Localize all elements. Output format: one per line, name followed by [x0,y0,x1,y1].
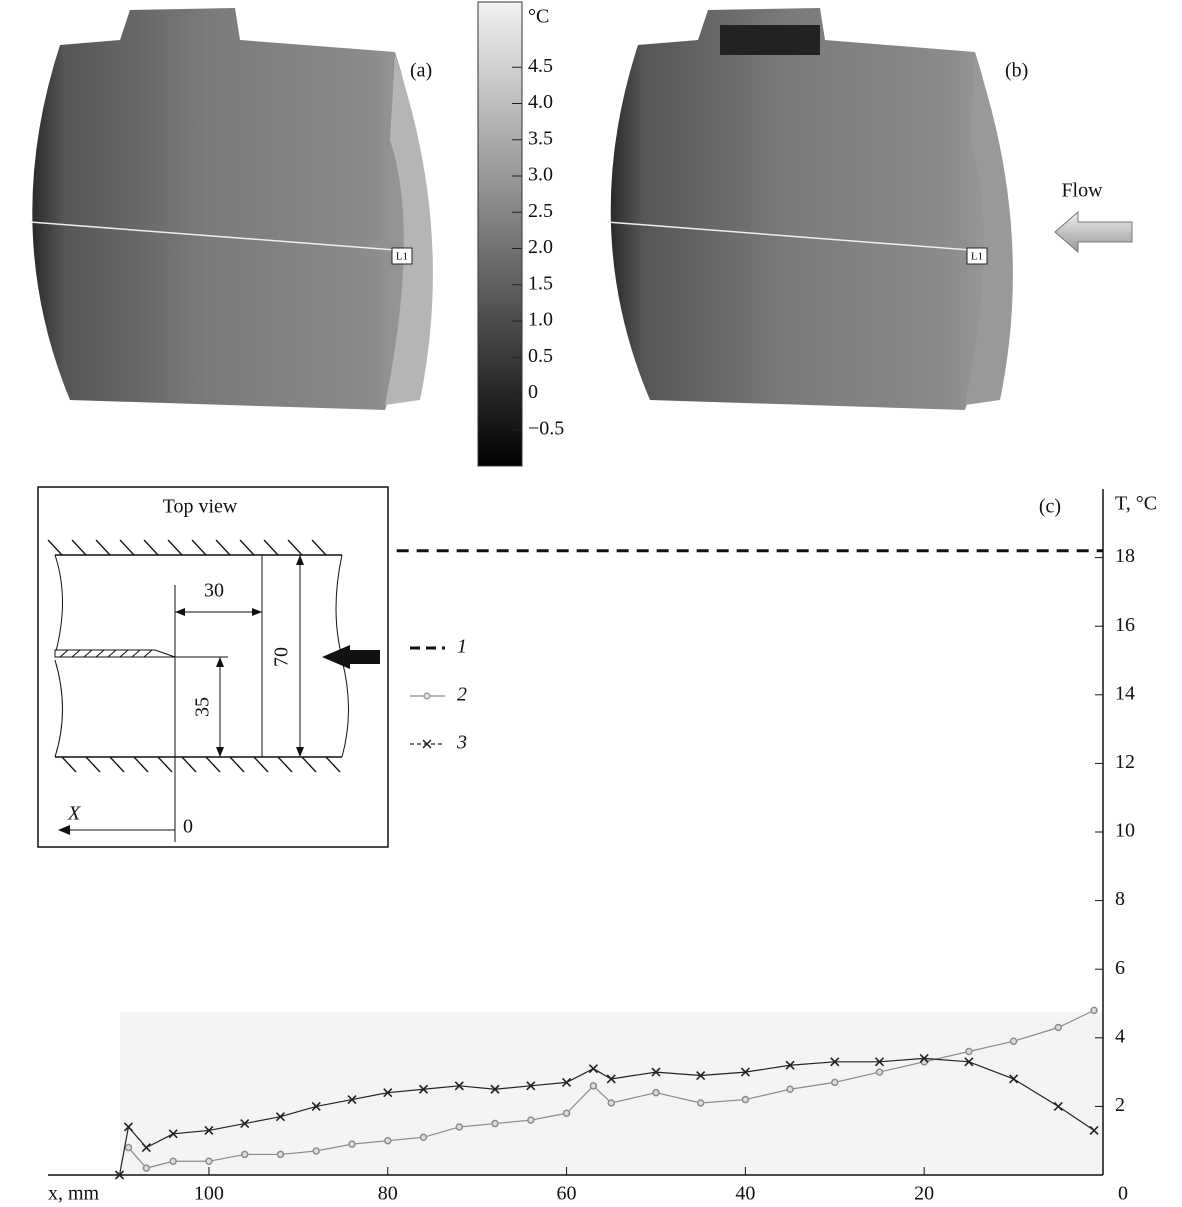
point [1091,1007,1097,1013]
colorbar-tick-label: 2.5 [528,200,553,222]
y-tick-label: 6 [1115,957,1125,979]
point [242,1151,248,1157]
y-tick-label: 12 [1115,751,1135,773]
x-tick-label: 60 [557,1183,577,1205]
x-tick-label: 100 [194,1183,224,1205]
colorbar-tick-label: 2.0 [528,236,553,258]
legend-marker [424,693,430,699]
point [313,1148,319,1154]
colorbar-tick-label: 1.0 [528,309,553,331]
inset-origin: 0 [183,816,193,838]
point [170,1158,176,1164]
colorbar-tick-label: 4.5 [528,55,553,77]
point [832,1079,838,1085]
point [966,1049,972,1055]
y-tick-label: 14 [1115,682,1135,704]
flow-arrow [1055,212,1132,252]
point [349,1141,355,1147]
x-axis-label: x, mm [48,1183,100,1205]
thermal-image-a [30,8,433,410]
point [653,1090,659,1096]
point [277,1151,283,1157]
point [742,1097,748,1103]
colorbar-tick-label: 3.5 [528,127,553,149]
colorbar-tick-label: 3.0 [528,164,553,186]
point [787,1086,793,1092]
y-tick-label: 10 [1115,820,1135,842]
x-tick-label: 20 [914,1183,934,1205]
point [206,1158,212,1164]
flow-label: Flow [1061,180,1103,202]
point [385,1138,391,1144]
point [528,1117,534,1123]
colorbar-tick-label: −0.5 [528,417,564,439]
point [421,1134,427,1140]
legend-label: 1 [457,636,467,658]
colorbar-tick-label: 4.0 [528,91,553,113]
inset-diagram [38,487,388,847]
legend-label: 2 [457,684,467,706]
point [143,1165,149,1171]
panel-label: (c) [1039,496,1061,518]
colorbar [478,2,522,466]
y-tick-label: 4 [1115,1025,1125,1047]
point [698,1100,704,1106]
legend-label: 3 [456,732,467,754]
colorbar-unit: °C [528,6,549,28]
colorbar-tick-label: 1.5 [528,272,553,294]
line-marker: L1 [971,251,983,263]
y-tick-label: 8 [1115,888,1125,910]
point [1055,1025,1061,1031]
y-tick-label: 18 [1115,545,1135,567]
inset-dimension: 35 [192,697,214,717]
y-axis-label: T, °C [1115,493,1157,515]
y-tick-label: 16 [1115,614,1135,636]
point [590,1083,596,1089]
figure: (a) L1 (b) L1 Flow °C 4.5 4.0 3.5 3.0 2.5 2.0… [0,0,1182,1207]
colorbar-tick-label: 0.5 [528,345,553,367]
colorbar-tick-label: 0 [528,381,538,403]
x-tick-label: 40 [735,1183,755,1205]
line-marker: L1 [396,251,408,263]
panel-label: (b) [1005,60,1028,82]
point [564,1110,570,1116]
point [492,1121,498,1127]
x-tick-label: 0 [1118,1183,1128,1205]
inset-dimension: 70 [271,647,293,667]
point [608,1100,614,1106]
inset-dimension: 30 [204,580,224,602]
inset-axis: X [67,803,81,825]
x-tick-label: 80 [378,1183,398,1205]
plot-background [120,1012,1103,1175]
point [1011,1038,1017,1044]
point [125,1145,131,1151]
inset-title: Top view [163,496,238,518]
y-tick-label: 2 [1115,1094,1125,1116]
point [876,1069,882,1075]
thermal-image-b [607,8,1013,410]
point [456,1124,462,1130]
panel-label: (a) [410,60,432,82]
